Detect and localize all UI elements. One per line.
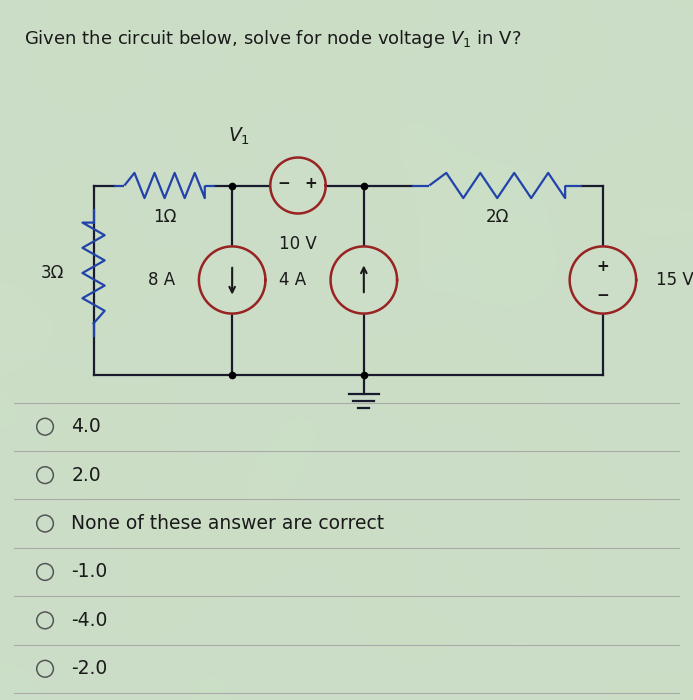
Text: 4 A: 4 A [279,271,306,289]
Text: +: + [597,259,609,274]
Circle shape [570,246,636,314]
Text: +: + [304,176,317,191]
Circle shape [270,158,326,214]
Text: 15 V: 15 V [656,271,693,289]
Text: −: − [597,288,609,302]
Circle shape [331,246,397,314]
Text: 8 A: 8 A [148,271,175,289]
Text: 4.0: 4.0 [71,417,101,436]
Text: -4.0: -4.0 [71,611,107,630]
Text: None of these answer are correct: None of these answer are correct [71,514,385,533]
Text: 3Ω: 3Ω [40,264,64,282]
Text: 10 V: 10 V [279,234,317,253]
Text: 1Ω: 1Ω [153,208,176,226]
Text: $V_1$: $V_1$ [228,126,250,147]
Text: -2.0: -2.0 [71,659,107,678]
Text: Given the circuit below, solve for node voltage $V_1$ in V?: Given the circuit below, solve for node … [24,28,522,50]
Circle shape [199,246,265,314]
Text: −: − [277,176,290,191]
Text: -1.0: -1.0 [71,563,107,582]
Text: 2Ω: 2Ω [486,208,509,226]
Text: 2.0: 2.0 [71,466,101,484]
